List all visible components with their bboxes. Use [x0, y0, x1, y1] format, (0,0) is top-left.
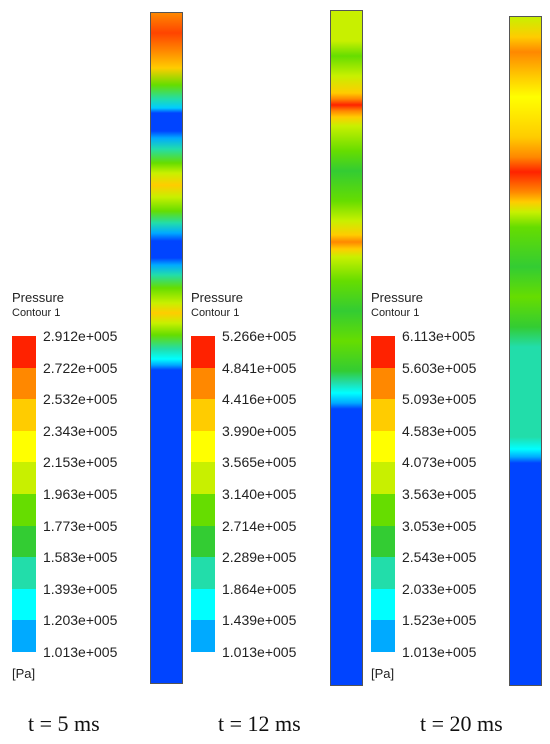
- color-band: [191, 557, 215, 590]
- tick-label: 2.033e+005: [402, 580, 477, 597]
- legend-subtitle: Contour 1: [12, 307, 61, 319]
- tick-label: 1.203e+005: [43, 612, 118, 629]
- color-band: [371, 588, 395, 621]
- color-band: [12, 525, 36, 558]
- caption-t12: t = 12 ms: [218, 711, 301, 736]
- caption-t20: t = 20 ms: [420, 711, 503, 736]
- color-band: [12, 620, 36, 653]
- color-band: [371, 620, 395, 653]
- color-band: [191, 399, 215, 432]
- legend-subtitle: Contour 1: [191, 307, 240, 319]
- color-band: [371, 430, 395, 463]
- legend-title: Pressure: [191, 290, 244, 305]
- color-band: [191, 430, 215, 463]
- panel-t5: Pressure Contour 1 2.912e+005 2.722e+005 2…: [0, 0, 190, 744]
- tick-label: 2.343e+005: [43, 422, 118, 439]
- color-band: [371, 525, 395, 558]
- color-band: [371, 557, 395, 590]
- color-band: [12, 588, 36, 621]
- color-band: [12, 399, 36, 432]
- pressure-contour-column-t5: [150, 12, 183, 684]
- tick-label: 3.140e+005: [222, 486, 297, 502]
- legend-t12: Pressure Contour 1 5.266e+005 4.841e+005 4…: [191, 290, 361, 690]
- color-band: [12, 462, 36, 495]
- legend-title: Pressure: [12, 290, 65, 305]
- color-band: [371, 494, 395, 527]
- color-band: [371, 462, 395, 495]
- tick-label: 2.912e+005: [43, 328, 118, 344]
- panel-t20: Pressure Contour 1 6.113e+005 5.603e+005 5…: [370, 0, 550, 744]
- legend-t20: Pressure Contour 1 6.113e+005 5.603e+005 5…: [371, 290, 541, 690]
- color-band: [371, 336, 395, 369]
- color-band: [191, 336, 215, 369]
- tick-label: 2.532e+005: [43, 391, 118, 408]
- color-band: [191, 525, 215, 558]
- color-band: [191, 367, 215, 400]
- tick-label: 1.963e+005: [43, 486, 118, 502]
- tick-label: 4.073e+005: [402, 454, 477, 471]
- tick-label: 2.289e+005: [222, 549, 297, 566]
- tick-label: 1.013e+005: [222, 644, 297, 660]
- color-band: [191, 620, 215, 653]
- tick-label: 2.714e+005: [222, 517, 297, 534]
- tick-label: 5.093e+005: [402, 391, 477, 408]
- tick-label: 4.416e+005: [222, 391, 297, 408]
- unit-label: [Pa]: [12, 666, 36, 681]
- tick-label: 1.523e+005: [402, 612, 477, 629]
- tick-label: 3.565e+005: [222, 454, 297, 471]
- tick-label: 5.603e+005: [402, 359, 477, 376]
- color-band: [12, 336, 36, 369]
- color-band: [191, 494, 215, 527]
- unit-label: [Pa]: [371, 666, 395, 681]
- color-band: [371, 367, 395, 400]
- tick-label: 6.113e+005: [402, 328, 476, 344]
- legend-title: Pressure: [371, 290, 424, 305]
- tick-label: 2.543e+005: [402, 549, 477, 566]
- color-band: [371, 399, 395, 432]
- caption-t5: t = 5 ms: [28, 711, 100, 736]
- tick-label: 2.722e+005: [43, 359, 118, 376]
- color-band: [12, 430, 36, 463]
- tick-label: 1.439e+005: [222, 612, 297, 629]
- color-band: [12, 557, 36, 590]
- tick-label: 2.153e+005: [43, 454, 118, 471]
- tick-label: 1.864e+005: [222, 580, 297, 597]
- tick-label: 3.563e+005: [402, 486, 477, 502]
- tick-label: 1.013e+005: [43, 644, 118, 660]
- panel-t12: Pressure Contour 1 5.266e+005 4.841e+005 4…: [190, 0, 370, 744]
- tick-label: 1.393e+005: [43, 580, 118, 597]
- color-band: [12, 494, 36, 527]
- tick-label: 4.583e+005: [402, 422, 477, 439]
- legend-t5: Pressure Contour 1 2.912e+005 2.722e+005 2…: [12, 290, 182, 690]
- tick-label: 3.990e+005: [222, 422, 297, 439]
- tick-label: 5.266e+005: [222, 328, 297, 344]
- color-band: [191, 462, 215, 495]
- pressure-contour-column-t20: [509, 16, 542, 686]
- pressure-contour-column-t12: [330, 10, 363, 686]
- tick-label: 1.583e+005: [43, 549, 118, 566]
- tick-label: 1.773e+005: [43, 517, 118, 534]
- legend-subtitle: Contour 1: [371, 307, 420, 319]
- tick-label: 4.841e+005: [222, 359, 297, 376]
- color-band: [12, 367, 36, 400]
- tick-label: 1.013e+005: [402, 644, 477, 660]
- color-band: [191, 588, 215, 621]
- tick-label: 3.053e+005: [402, 517, 477, 534]
